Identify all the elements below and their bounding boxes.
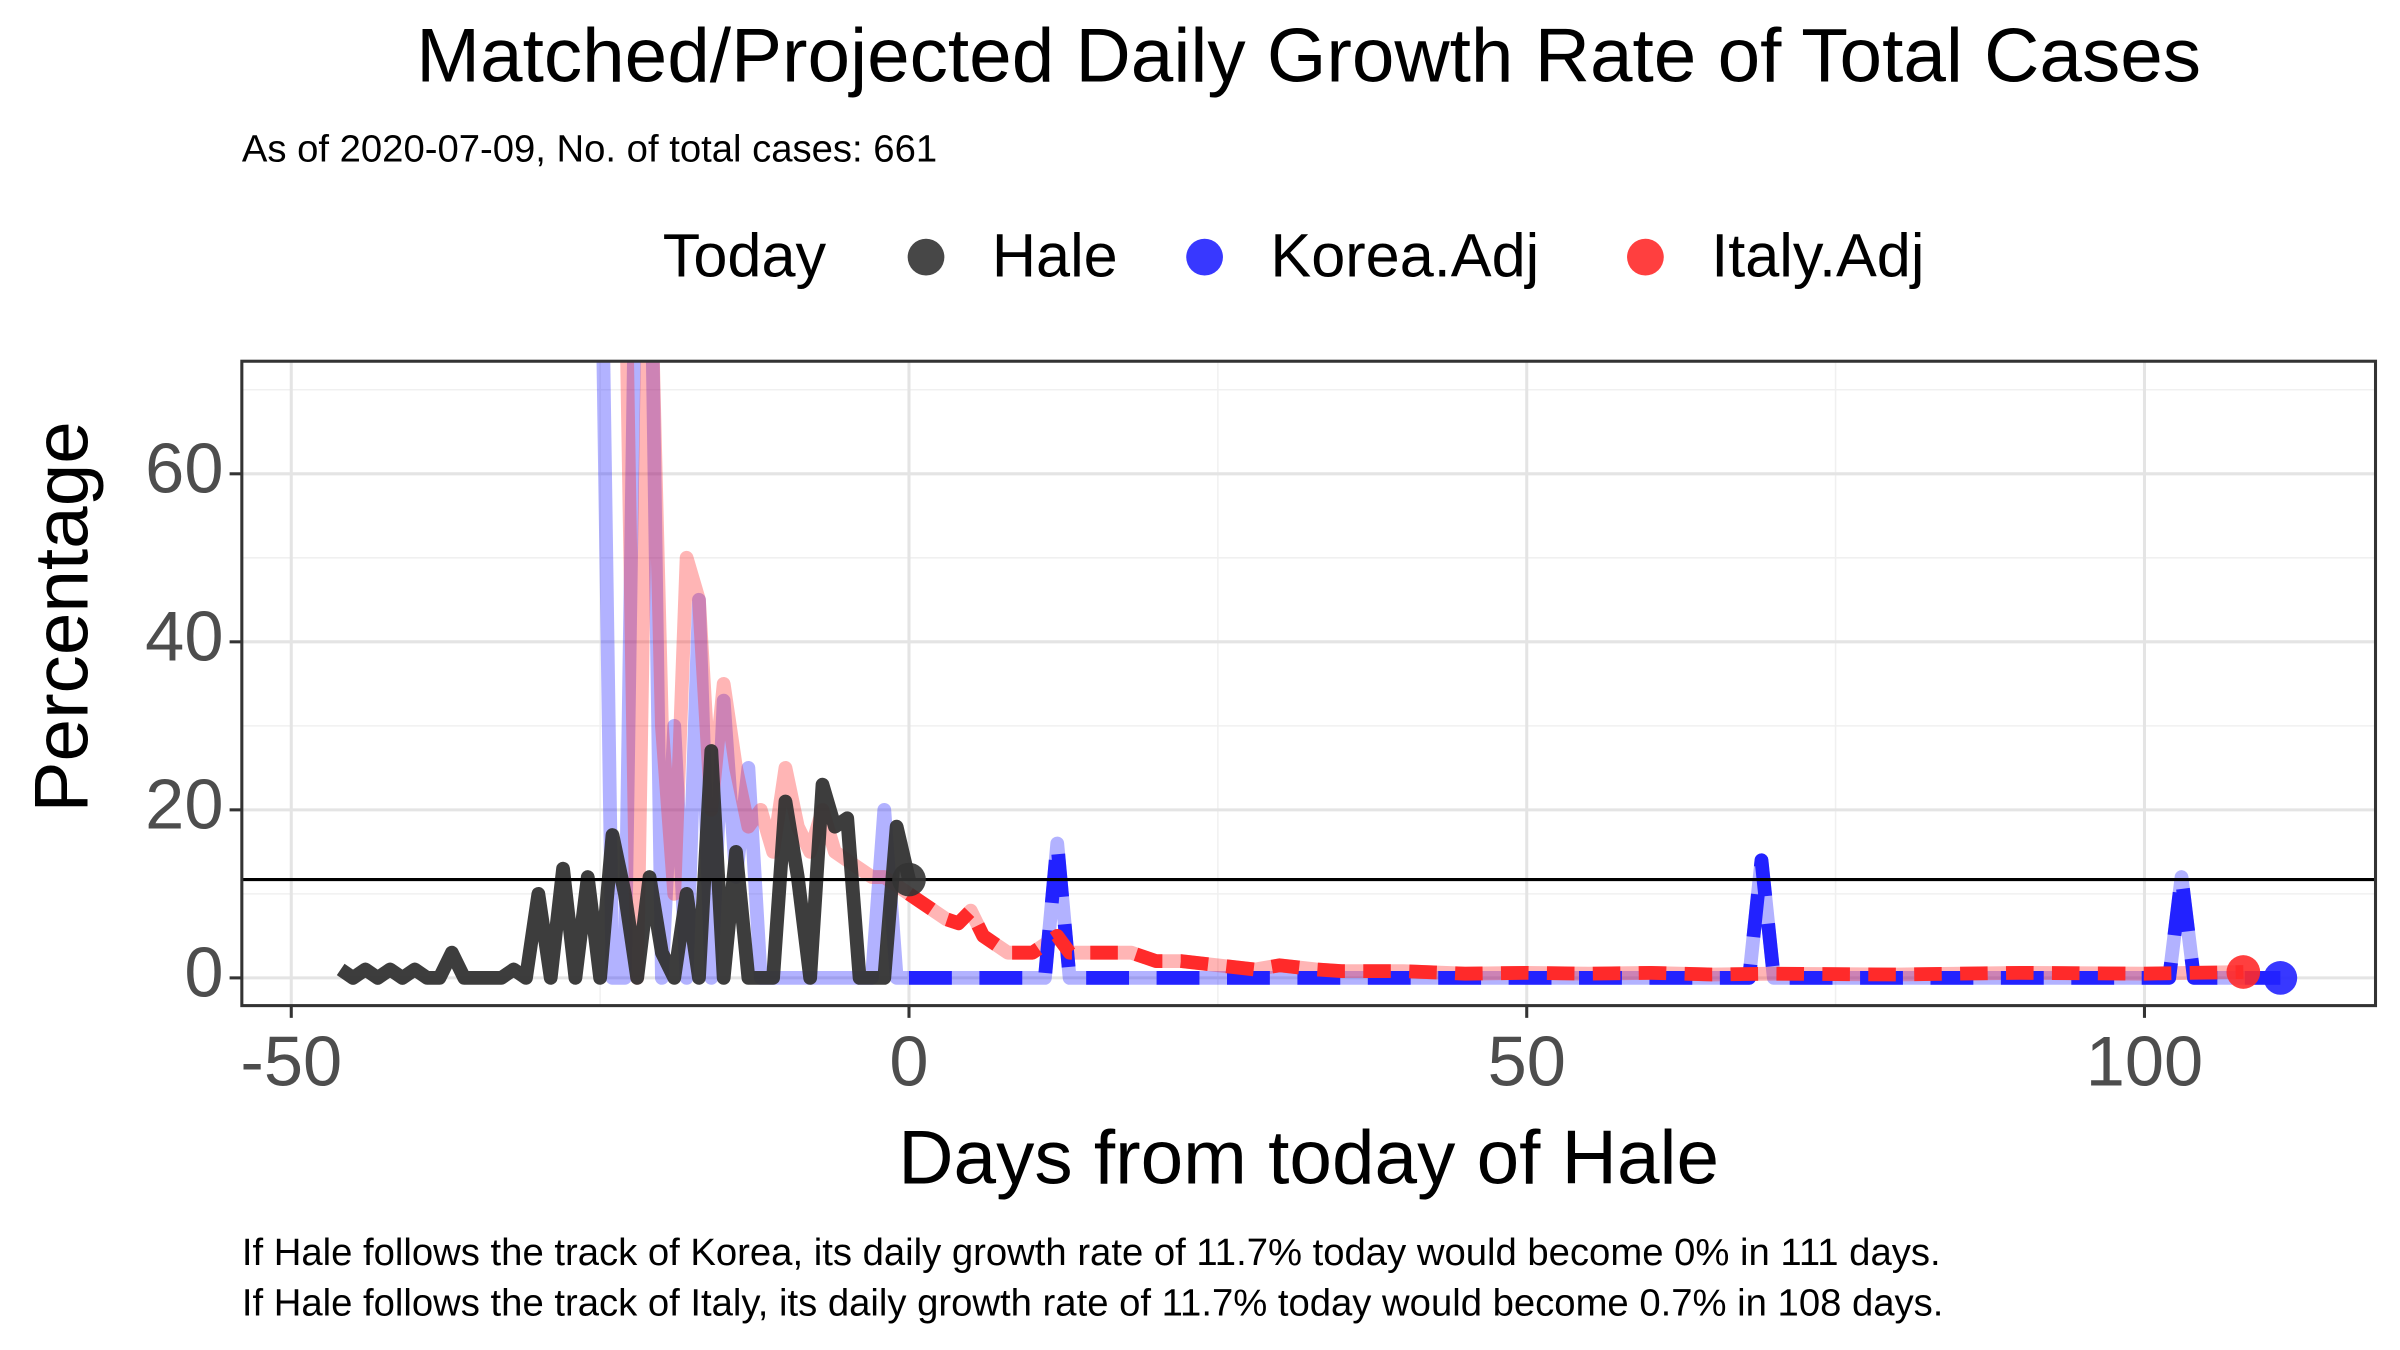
end-point [2226, 955, 2261, 989]
legend-label: Hale [992, 221, 1118, 289]
legend-title: Today [663, 221, 827, 289]
end-point [892, 862, 926, 897]
chart-subtitle: As of 2020-07-09, No. of total cases: 66… [242, 128, 937, 171]
series-line [905, 888, 2244, 982]
caption: If Hale follows the track of Korea, its … [242, 1231, 1941, 1274]
series-line [336, 744, 916, 985]
y-tick-label: 60 [145, 428, 223, 507]
legend-label: Korea.Adj [1270, 221, 1539, 289]
end-point [2263, 961, 2298, 995]
series-line [908, 836, 2281, 985]
chart-title: Matched/Projected Daily Growth Rate of T… [416, 13, 2201, 98]
y-tick-label: 40 [145, 596, 223, 675]
legend-swatch [907, 238, 945, 276]
x-tick-label: 100 [2086, 1021, 2203, 1100]
caption: If Hale follows the track of Italy, its … [242, 1282, 1944, 1325]
legend-label: Italy.Adj [1711, 221, 1924, 289]
legend-swatch [1186, 238, 1223, 276]
x-tick-label: 50 [1488, 1021, 1566, 1100]
x-tick-label: 0 [889, 1021, 928, 1100]
x-tick-label: -50 [240, 1021, 342, 1100]
x-axis-title: Days from today of Hale [898, 1115, 1719, 1200]
y-axis-title: Percentage [20, 421, 105, 812]
y-tick-label: 20 [145, 764, 223, 843]
series-line-faded [620, 361, 2244, 985]
plot-area [241, 361, 2376, 1006]
y-tick-label: 0 [184, 932, 223, 1011]
legend-swatch [1627, 238, 1664, 276]
plot-border [240, 359, 2378, 1008]
